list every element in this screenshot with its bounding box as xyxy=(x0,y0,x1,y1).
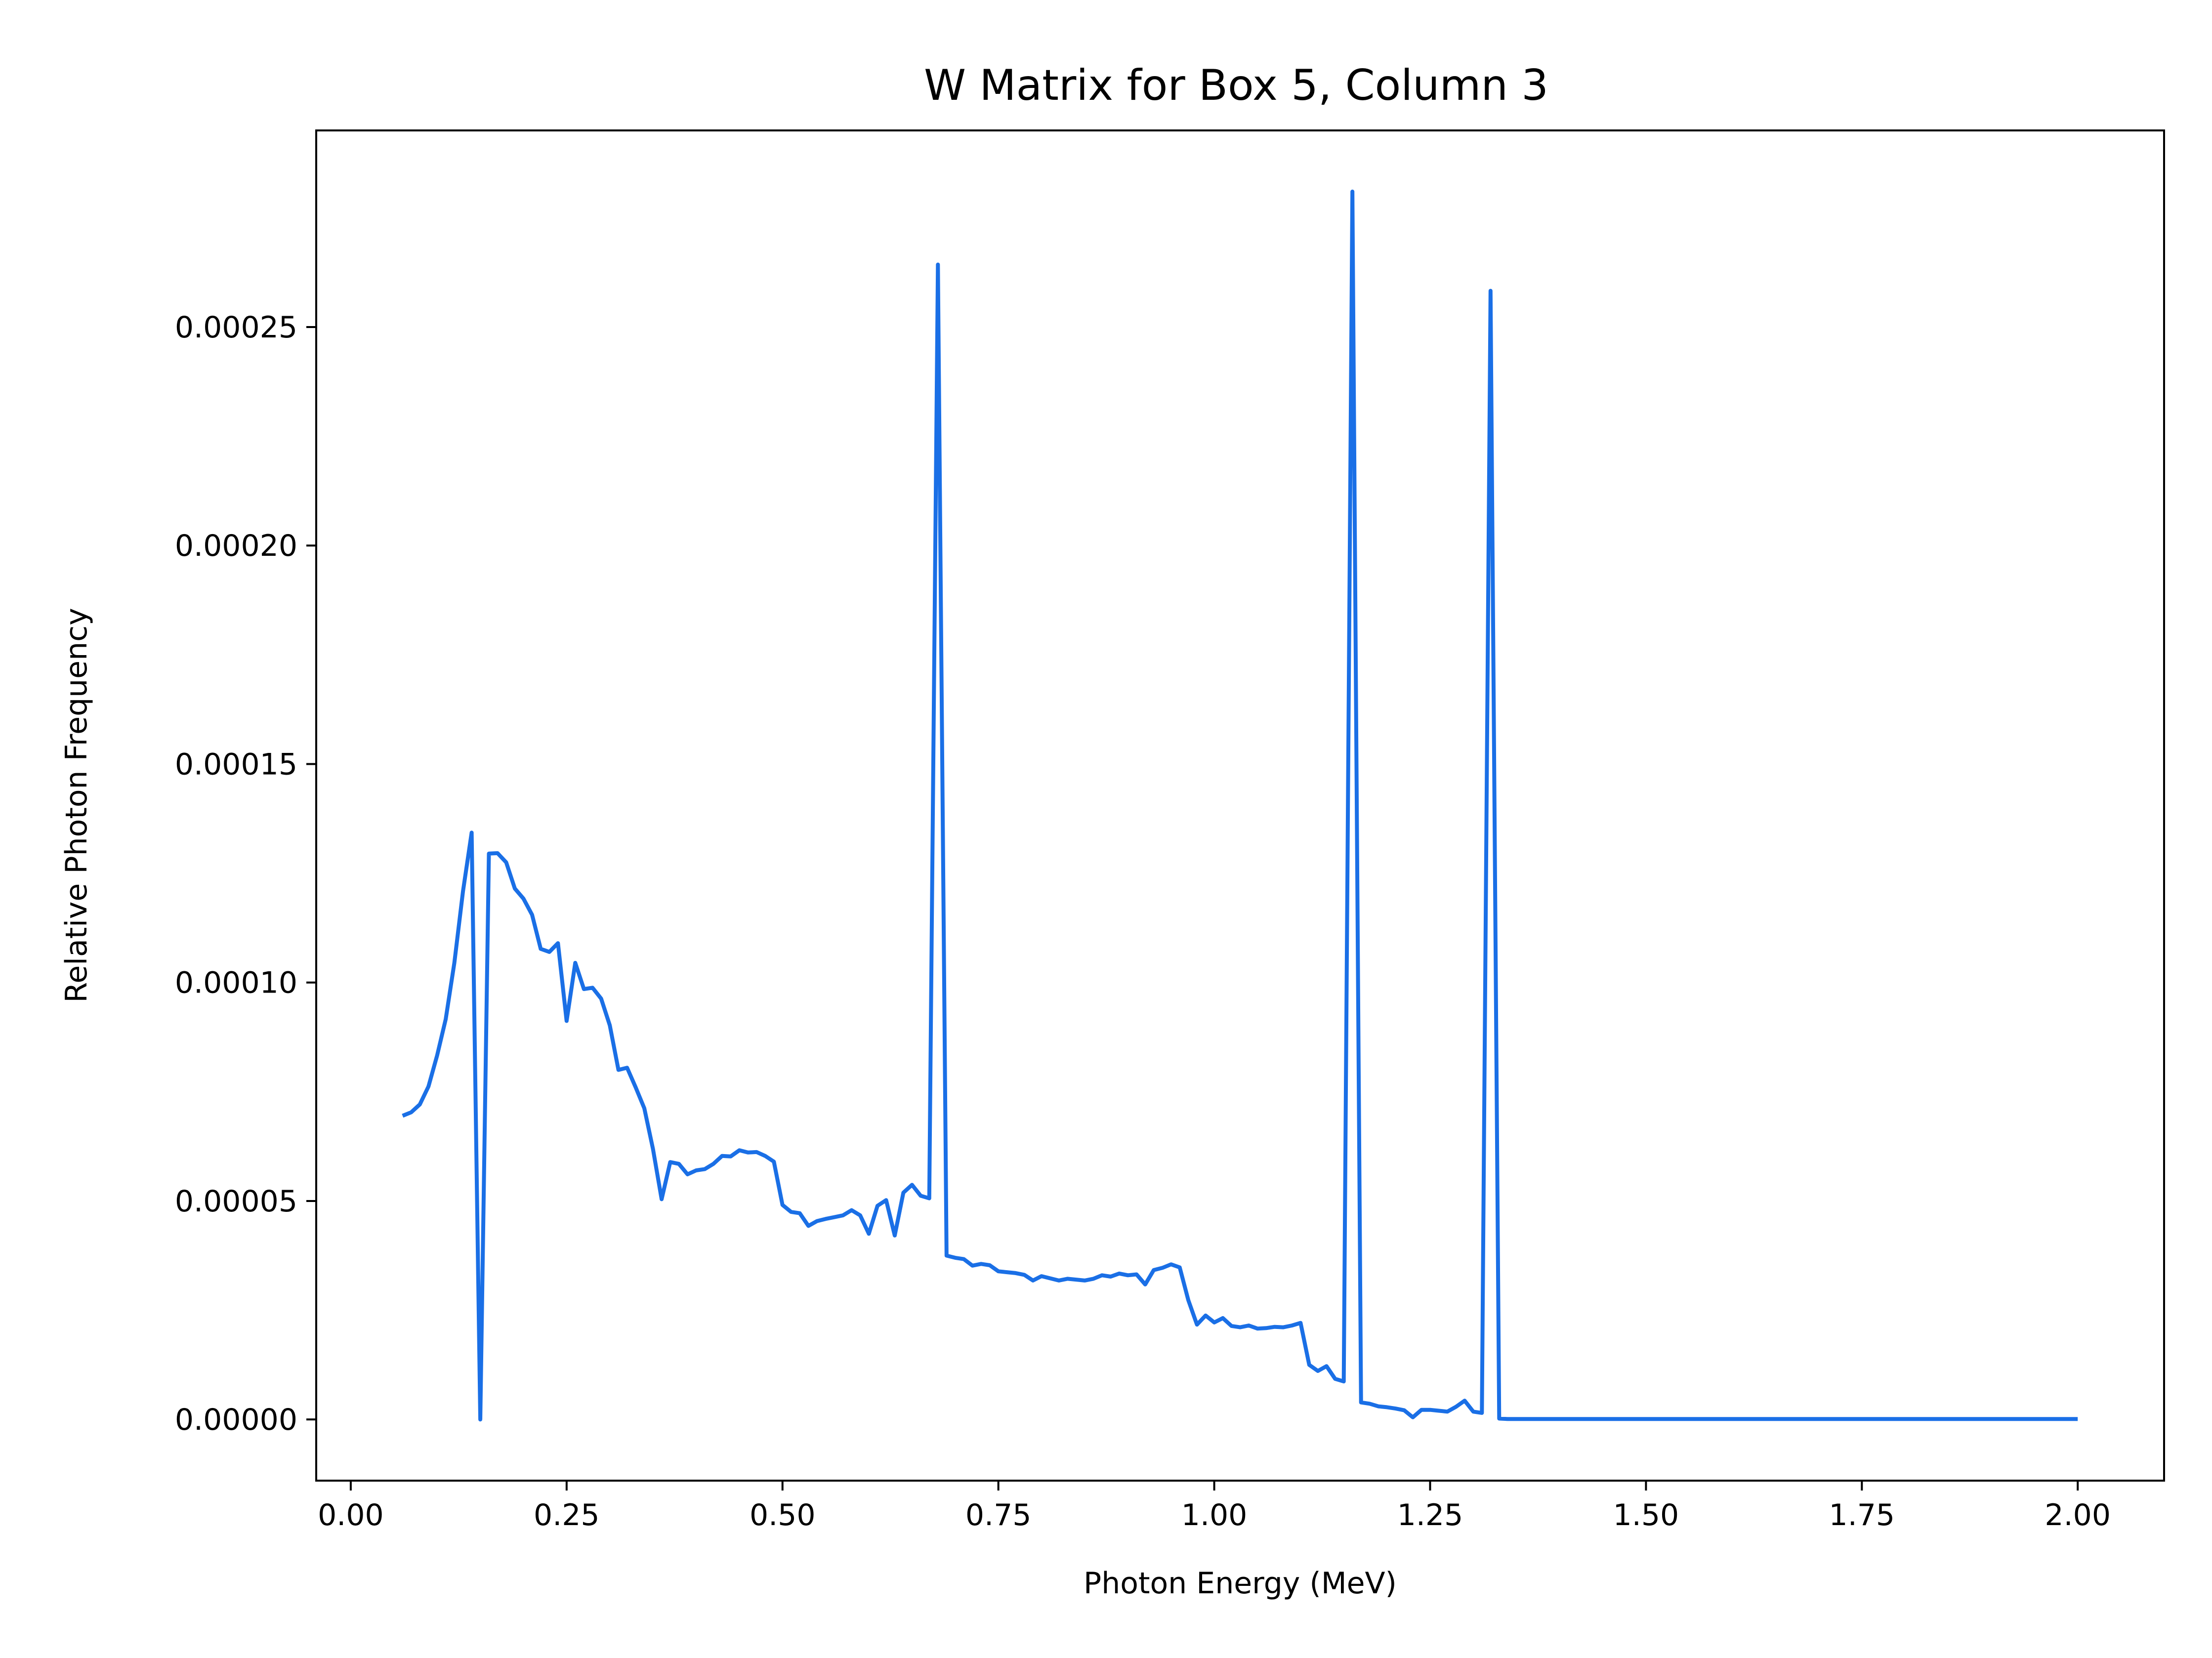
y-axis: 0.00000 0.00005 0.00010 0.00015 0.00020 0.000… xyxy=(175,310,316,1437)
y-tick-label: 0.00020 xyxy=(175,529,297,563)
x-tick-label: 2.00 xyxy=(2045,1498,2111,1533)
chart-title: W Matrix for Box 5, Column 3 xyxy=(924,61,1548,110)
y-tick-label: 0.00000 xyxy=(175,1403,297,1437)
x-axis-title: Photon Energy (MeV) xyxy=(1084,1566,1397,1601)
y-tick-label: 0.00005 xyxy=(175,1184,297,1219)
x-tick-label: 0.75 xyxy=(965,1498,1032,1533)
x-axis: 0.00 0.25 0.50 0.75 1.00 1.25 1.50 1.75 2.00 xyxy=(318,1481,2111,1533)
x-tick-label: 1.75 xyxy=(1829,1498,1895,1533)
x-tick-label: 0.00 xyxy=(318,1498,384,1533)
x-tick-label: 0.50 xyxy=(750,1498,816,1533)
plot-frame xyxy=(315,129,2165,1482)
series-line-0 xyxy=(402,189,2078,1422)
y-tick-label: 0.00015 xyxy=(175,747,297,782)
x-tick-label: 1.25 xyxy=(1397,1498,1463,1533)
y-tick-label: 0.00025 xyxy=(175,310,297,345)
y-axis-title: Relative Photon Frequency xyxy=(59,608,94,1002)
x-tick-label: 1.50 xyxy=(1613,1498,1679,1533)
series-layer xyxy=(402,189,2078,1422)
y-tick-label: 0.00010 xyxy=(175,966,297,1000)
x-tick-label: 0.25 xyxy=(534,1498,600,1533)
x-tick-label: 1.00 xyxy=(1181,1498,1248,1533)
